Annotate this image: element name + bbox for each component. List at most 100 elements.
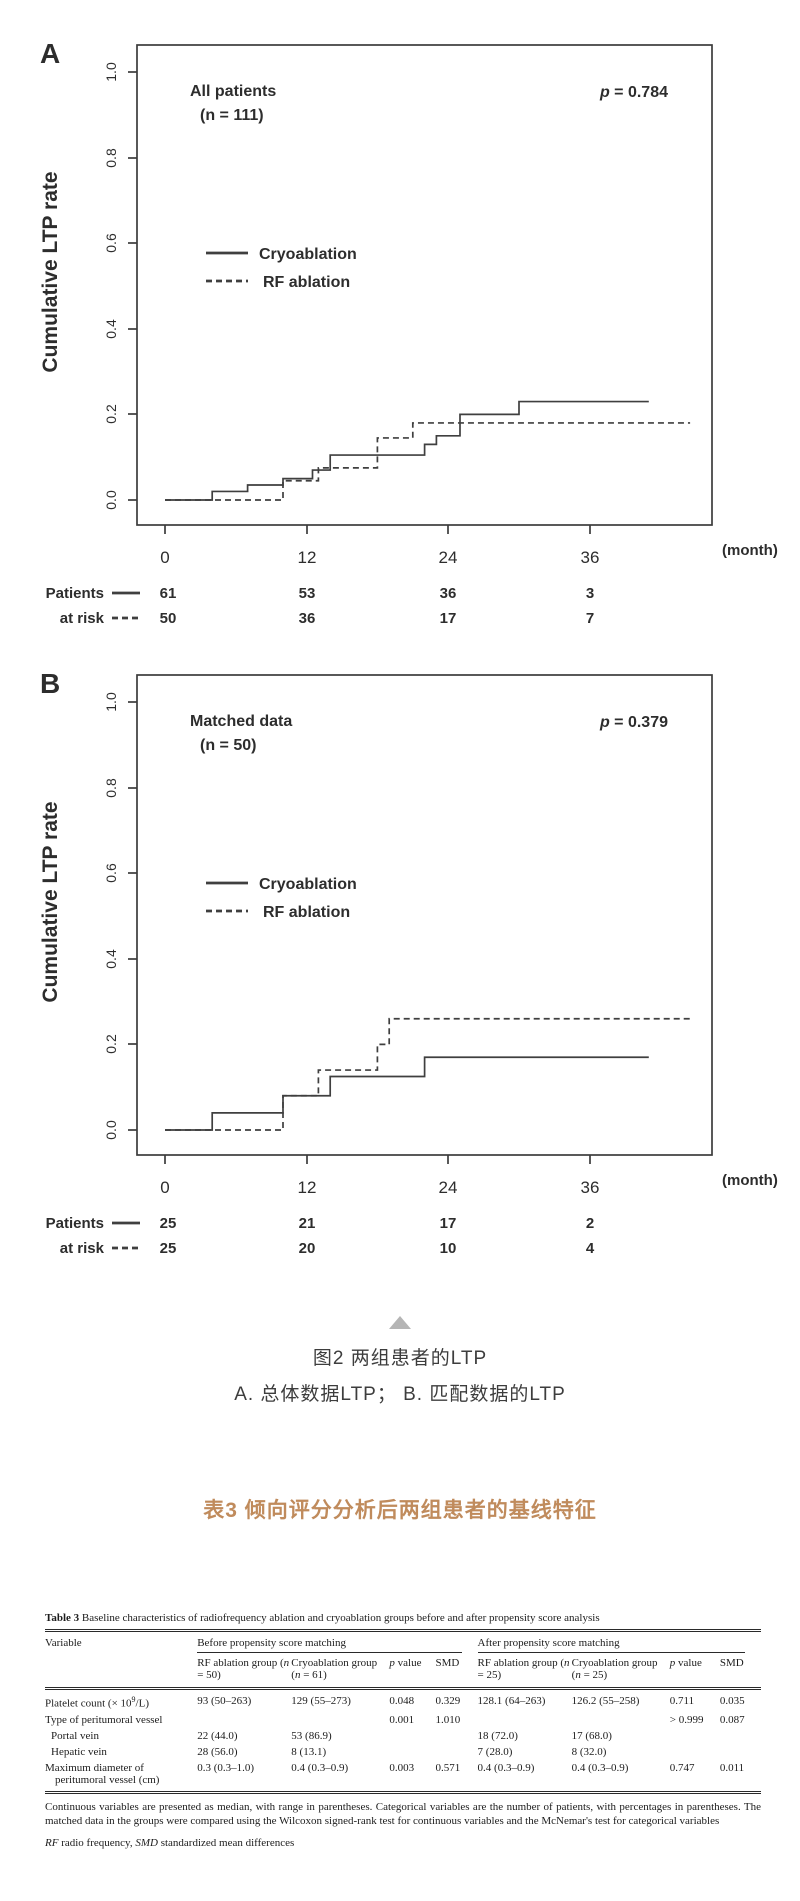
ytick-label: 0.6 [103,863,119,883]
cell: 7 (28.0) [477,1745,513,1758]
col-header-smd-before: SMD [435,1655,478,1690]
ytick-label: 0.0 [103,1120,119,1140]
chart-subtitle-b: (n = 50) [200,737,256,754]
cell: 8 (13.1) [291,1745,327,1758]
cell: 0.3 (0.3–1.0) [197,1759,292,1794]
cell: 93 (50–263) [197,1695,252,1707]
curve-cryoablation-b [165,1056,649,1131]
at-risk-count: 25 [160,1215,177,1232]
at-risk-count: 36 [440,585,457,602]
x-axis-unit-label: (month) [722,1172,778,1189]
ytick-label: 0.8 [103,148,119,168]
cell [389,1728,435,1744]
cell: 53 (86.9) [291,1729,332,1742]
cell: 22 (44.0) [197,1729,238,1742]
legend-label-cryoablation: Cryoablation [259,876,357,893]
cell: 0.011 [719,1759,761,1794]
at-risk-count: 25 [160,1240,177,1257]
cell [572,1712,670,1728]
xtick-label: 36 [581,1178,600,1197]
at-risk-count: 7 [586,610,594,627]
cell [670,1728,720,1744]
cell [720,1728,761,1744]
curve-rf-ablation-a [165,422,691,501]
table-row: Maximum diameter of peritumoral vessel (… [45,1759,761,1794]
col-header-cryo-before: Cryoablation group (n = 61) [291,1655,390,1690]
group-header-after: After propensity score matching [477,1632,761,1655]
y-axis-title-b: Cumulative LTP rate [39,801,62,1002]
legend-label-rf-ablation: RF ablation [263,904,350,921]
at-risk-label-line1: Patients [46,585,104,602]
cell: 128.1 (64–263) [477,1695,546,1707]
table-row: Type of peritumoral vessel 0.001 1.010 >… [45,1712,761,1728]
curve-rf-ablation-b [165,1017,691,1131]
legend-label-cryoablation: Cryoablation [259,246,357,263]
at-risk-count: 4 [586,1240,595,1257]
cell: 0.048 [389,1695,415,1707]
at-risk-count: 50 [160,610,177,627]
table-row: Platelet count (× 109/L) 93 (50–263) 129… [45,1689,761,1712]
col-header-variable: Variable [45,1637,82,1649]
xtick-label: 0 [160,548,169,567]
cell: 0.003 [389,1759,436,1794]
at-risk-count: 36 [299,610,316,627]
cell: 28 (56.0) [197,1745,238,1758]
panel-b-label: B [40,668,60,699]
cell [720,1744,761,1760]
at-risk-label-line2: at risk [60,610,105,627]
col-header-rf-before: RF ablation group (n = 50) [197,1655,292,1690]
table-row: Hepatic vein 28 (56.0) 8 (13.1) 7 (28.0)… [45,1744,761,1760]
ytick-label: 0.0 [103,490,119,510]
at-risk-count: 61 [160,585,177,602]
ytick-label: 1.0 [103,62,119,82]
xtick-label: 36 [581,548,600,567]
cell: 0.035 [719,1695,745,1707]
at-risk-count: 17 [440,610,457,627]
x-axis-unit-label: (month) [722,542,778,559]
table3-abbreviations: RF radio frequency, SMD standardized mea… [45,1836,295,1849]
row-label: Platelet count (× 109/L) [45,1695,149,1710]
at-risk-count: 17 [440,1215,457,1232]
cell: 0.711 [669,1695,695,1707]
cell: 0.329 [435,1695,461,1707]
legend-label-rf-ablation: RF ablation [263,274,350,291]
at-risk-label-line1: Patients [46,1215,104,1232]
xtick-label: 12 [298,1178,317,1197]
table3-section-heading: 表3 倾向评分分析后两组患者的基线特征 [203,1499,597,1522]
p-value-label-a: p = 0.784 [599,84,668,101]
cell: 1.010 [435,1713,461,1726]
table3: Table 3 Baseline characteristics of radi… [45,1612,761,1850]
at-risk-count: 3 [586,585,594,602]
plot-area-b [136,674,713,1156]
cell [435,1744,477,1760]
at-risk-count: 20 [299,1240,316,1257]
row-label: Portal vein [51,1729,99,1742]
row-label: Hepatic vein [51,1745,107,1758]
col-header-cryo-after: Cryoablation group (n = 25) [571,1655,670,1690]
ytick-label: 0.2 [103,1034,119,1054]
table3-title: Table 3 Baseline characteristics of radi… [45,1612,761,1632]
xtick-label: 24 [439,1178,458,1197]
cell: 8 (32.0) [571,1745,607,1758]
plot-area-a [136,44,713,526]
cell: > 0.999 [669,1713,704,1726]
col-header-pvalue-before: p value [389,1655,436,1690]
cell: 0.571 [435,1759,478,1794]
cell: 18 (72.0) [477,1729,518,1742]
col-header-rf-after: RF ablation group (n = 25) [477,1655,572,1690]
table3-footnote: Continuous variables are presented as me… [45,1800,761,1828]
at-risk-count: 53 [299,585,316,602]
cell [389,1744,435,1760]
cell: 0.001 [389,1713,415,1726]
cell: 0.4 (0.3–0.9) [477,1759,572,1794]
cell [291,1712,389,1728]
xtick-label: 24 [439,548,458,567]
table-row: Portal vein 22 (44.0) 53 (86.9) 18 (72.0… [45,1728,761,1744]
at-risk-label-line2: at risk [60,1240,105,1257]
cell: 17 (68.0) [571,1729,612,1742]
cell: 0.4 (0.3–0.9) [571,1759,670,1794]
ytick-label: 0.2 [103,404,119,424]
xtick-label: 12 [298,548,317,567]
collapse-triangle-icon[interactable] [389,1316,411,1329]
